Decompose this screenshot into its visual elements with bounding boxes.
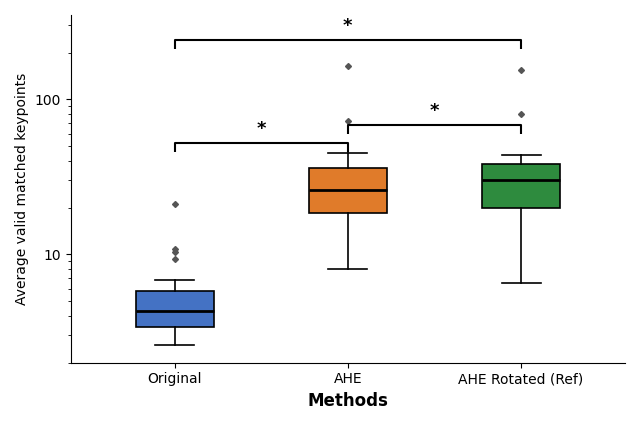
Text: *: * xyxy=(257,120,266,138)
PathPatch shape xyxy=(482,164,560,208)
Text: *: * xyxy=(343,17,353,35)
Text: *: * xyxy=(429,102,439,120)
X-axis label: Methods: Methods xyxy=(307,392,388,410)
PathPatch shape xyxy=(309,168,387,213)
PathPatch shape xyxy=(136,291,214,327)
Y-axis label: Average valid matched keypoints: Average valid matched keypoints xyxy=(15,73,29,305)
